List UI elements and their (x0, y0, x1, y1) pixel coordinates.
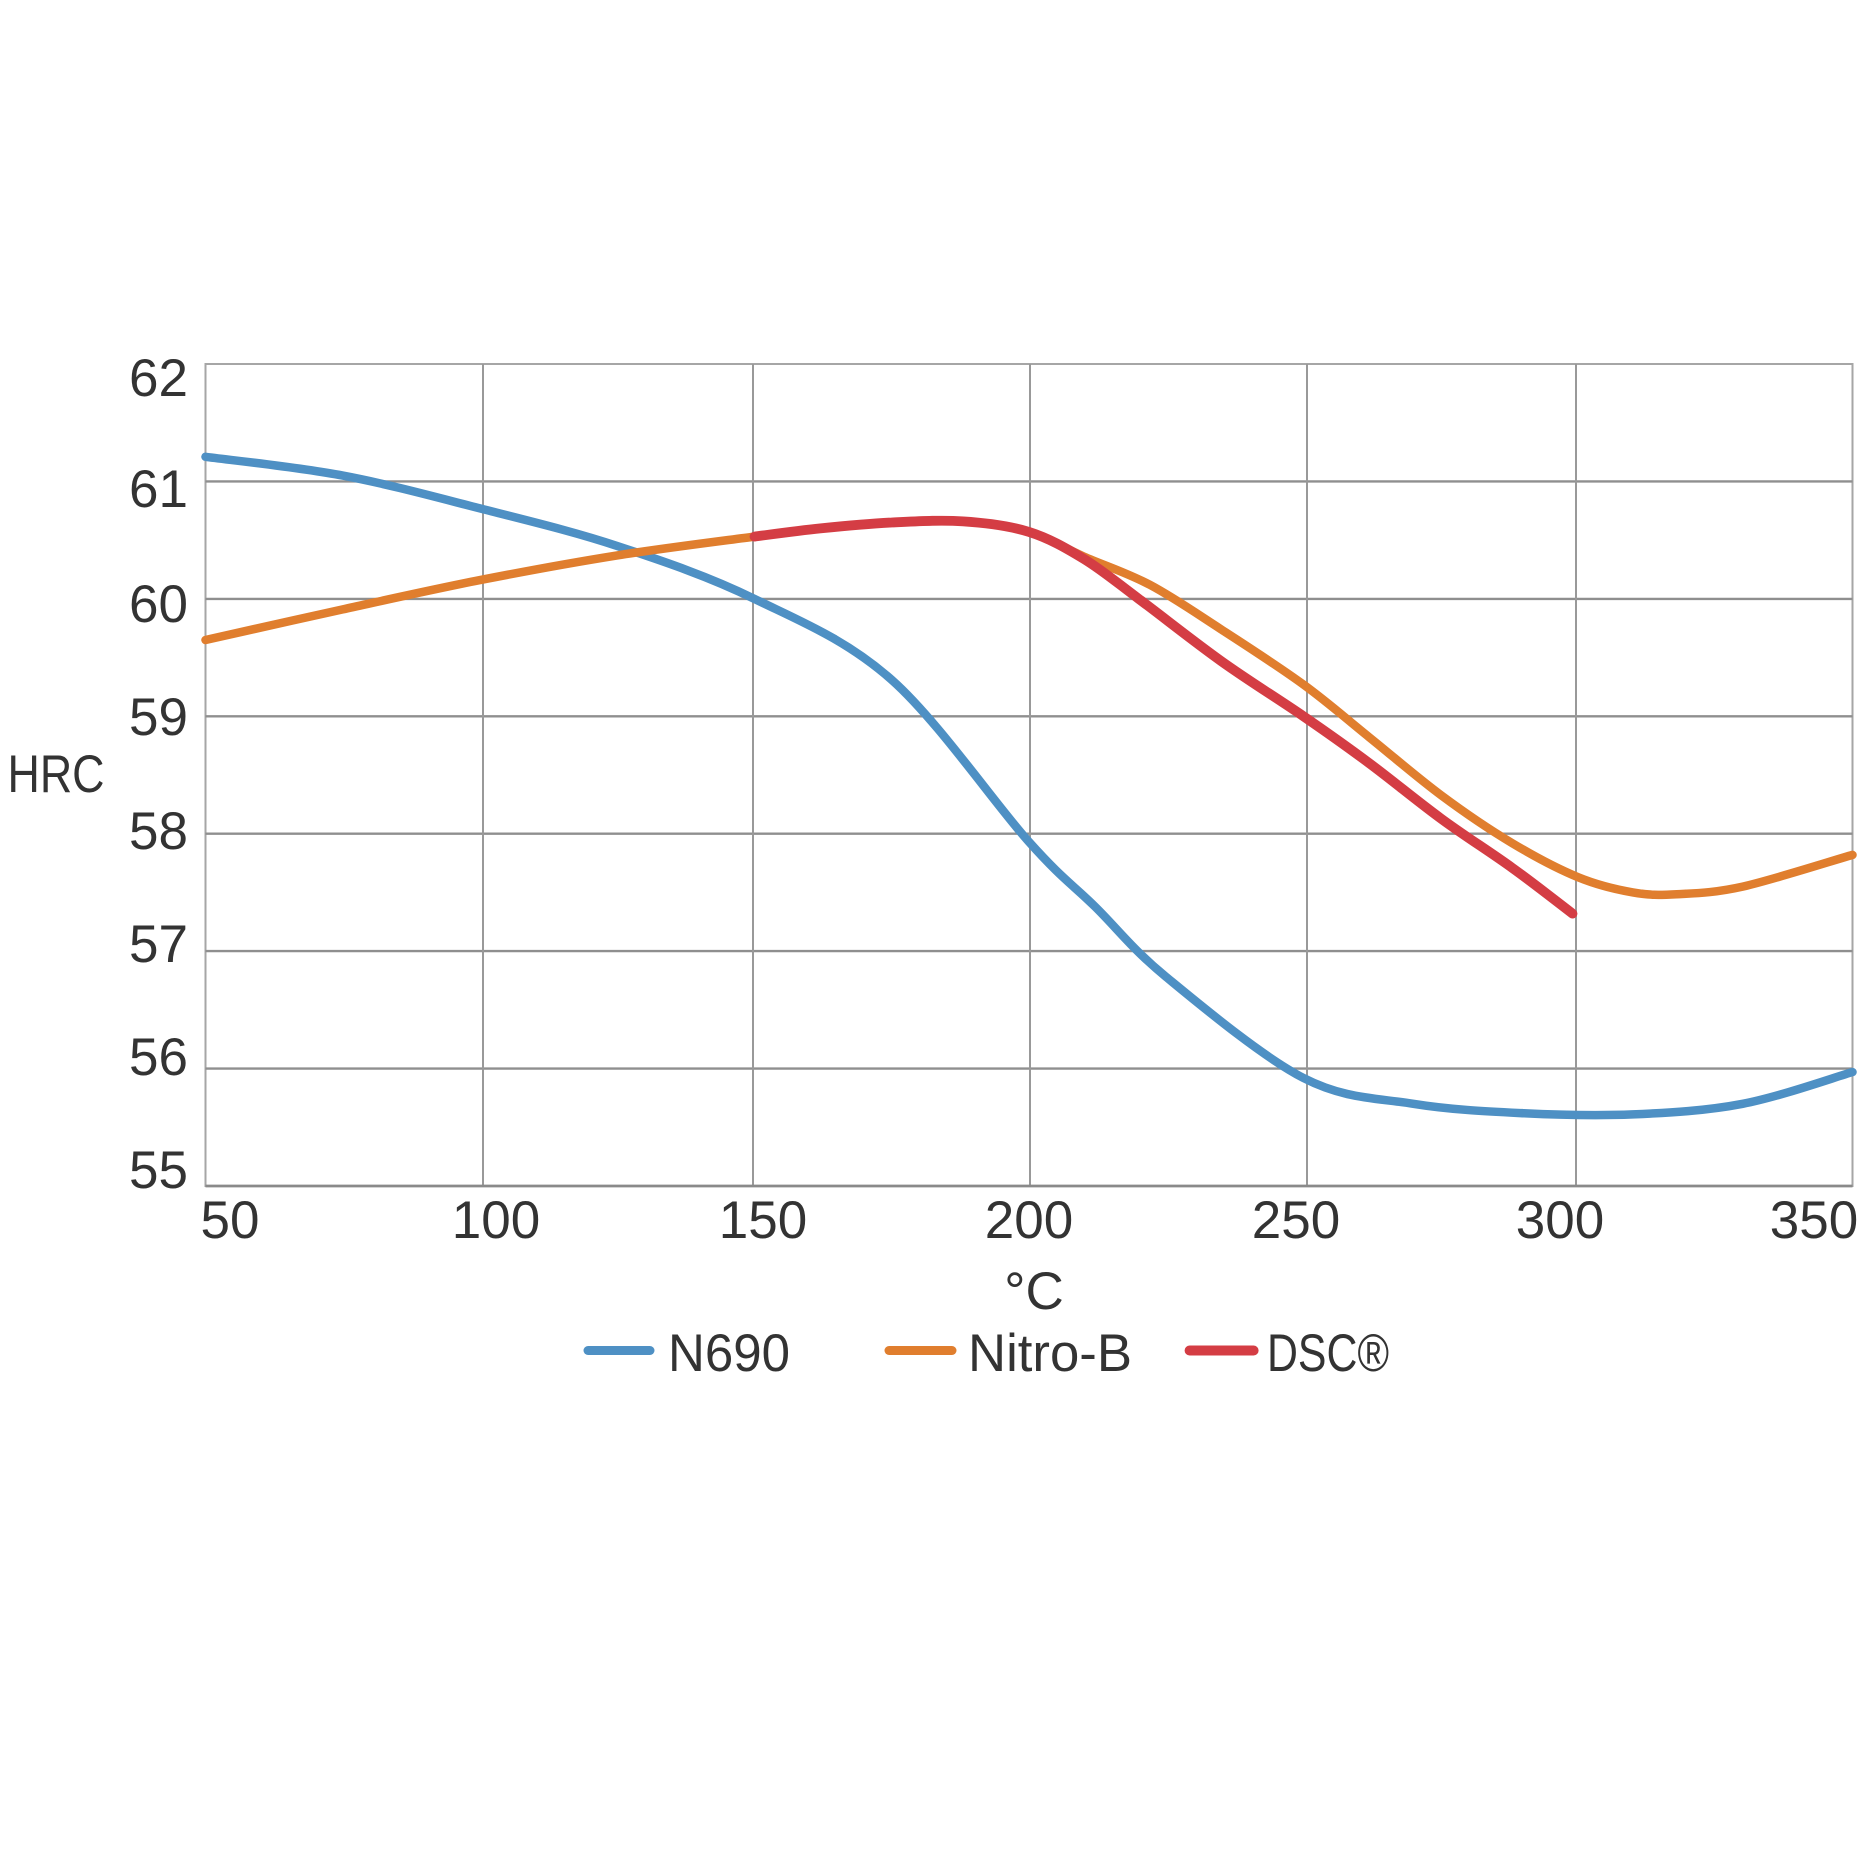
svg-text:59: 59 (129, 688, 188, 747)
svg-text:N690: N690 (668, 1324, 790, 1383)
svg-text:250: 250 (1252, 1191, 1340, 1250)
svg-text:DSC®: DSC® (1267, 1324, 1389, 1383)
svg-text:300: 300 (1516, 1191, 1604, 1250)
svg-text:56: 56 (129, 1028, 188, 1087)
svg-text:100: 100 (452, 1191, 540, 1250)
svg-text:62: 62 (129, 349, 188, 408)
svg-text:150: 150 (719, 1191, 807, 1250)
svg-text:58: 58 (129, 802, 188, 861)
svg-text:57: 57 (129, 915, 188, 974)
svg-text:Nitro-B: Nitro-B (968, 1324, 1132, 1383)
svg-text:HRC: HRC (8, 745, 105, 804)
svg-text:200: 200 (985, 1191, 1073, 1250)
svg-text:55: 55 (129, 1141, 188, 1200)
svg-text:50: 50 (201, 1191, 260, 1250)
svg-text:°C: °C (1004, 1262, 1063, 1321)
svg-text:61: 61 (129, 460, 188, 519)
svg-text:60: 60 (129, 575, 188, 634)
svg-text:350: 350 (1770, 1191, 1858, 1250)
